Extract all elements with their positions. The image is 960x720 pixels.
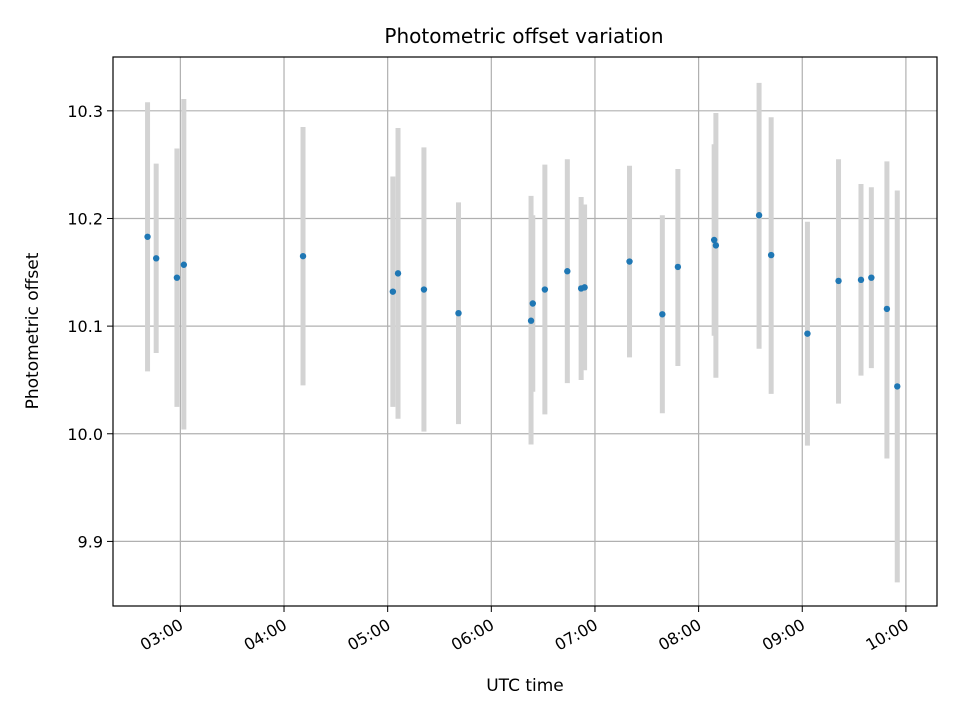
data-point xyxy=(755,212,763,219)
chart-title: Photometric offset variation xyxy=(384,24,663,48)
data-point xyxy=(894,383,901,390)
x-tick-label: 09:00 xyxy=(759,615,808,655)
data-point xyxy=(835,277,842,285)
y-tick-label: 10.1 xyxy=(67,317,103,336)
data-point xyxy=(180,261,188,268)
data-point xyxy=(857,276,865,284)
y-tick-label: 10.0 xyxy=(67,425,103,444)
x-tick-label: 07:00 xyxy=(552,615,601,655)
x-tick-label: 10:00 xyxy=(862,615,911,655)
data-point xyxy=(710,236,718,244)
x-tick-label: 04:00 xyxy=(241,615,290,655)
data-point xyxy=(420,286,428,293)
x-tick-label: 05:00 xyxy=(344,615,393,655)
data-point xyxy=(527,317,535,324)
y-tick-label: 10.2 xyxy=(67,209,103,228)
x-axis-ticks: 03:00 04:00 05:00 06:00 07:00 08:00 09:00 10:00 xyxy=(137,606,912,655)
data-points xyxy=(144,212,901,390)
data-point xyxy=(389,288,397,295)
x-tick-label: 08:00 xyxy=(655,615,704,655)
grid-lines xyxy=(113,57,937,606)
data-point xyxy=(883,305,891,313)
y-tick-label: 9.9 xyxy=(78,532,103,551)
x-tick-label: 06:00 xyxy=(448,615,497,655)
data-point xyxy=(299,252,307,260)
data-point xyxy=(529,300,536,307)
y-tick-label: 10.3 xyxy=(67,102,103,121)
data-point xyxy=(674,263,682,271)
data-point xyxy=(868,274,875,281)
data-point xyxy=(173,274,181,281)
data-point xyxy=(767,251,775,259)
data-point xyxy=(659,311,666,318)
y-axis-label: Photometric offset xyxy=(23,252,43,409)
x-tick-label: 03:00 xyxy=(137,615,186,655)
error-bars xyxy=(145,82,900,583)
data-point xyxy=(455,310,462,317)
data-point xyxy=(152,255,160,262)
y-axis-ticks: 9.9 10.0 10.1 10.2 10.3 xyxy=(67,102,113,551)
x-axis-label: UTC time xyxy=(486,676,564,696)
data-point xyxy=(626,258,633,265)
data-point xyxy=(144,233,151,240)
data-point xyxy=(564,268,571,275)
data-point xyxy=(804,330,811,337)
data-point xyxy=(581,284,588,291)
data-point xyxy=(541,286,549,293)
data-point xyxy=(712,242,720,249)
data-point xyxy=(394,270,402,277)
plot-frame xyxy=(112,56,938,607)
